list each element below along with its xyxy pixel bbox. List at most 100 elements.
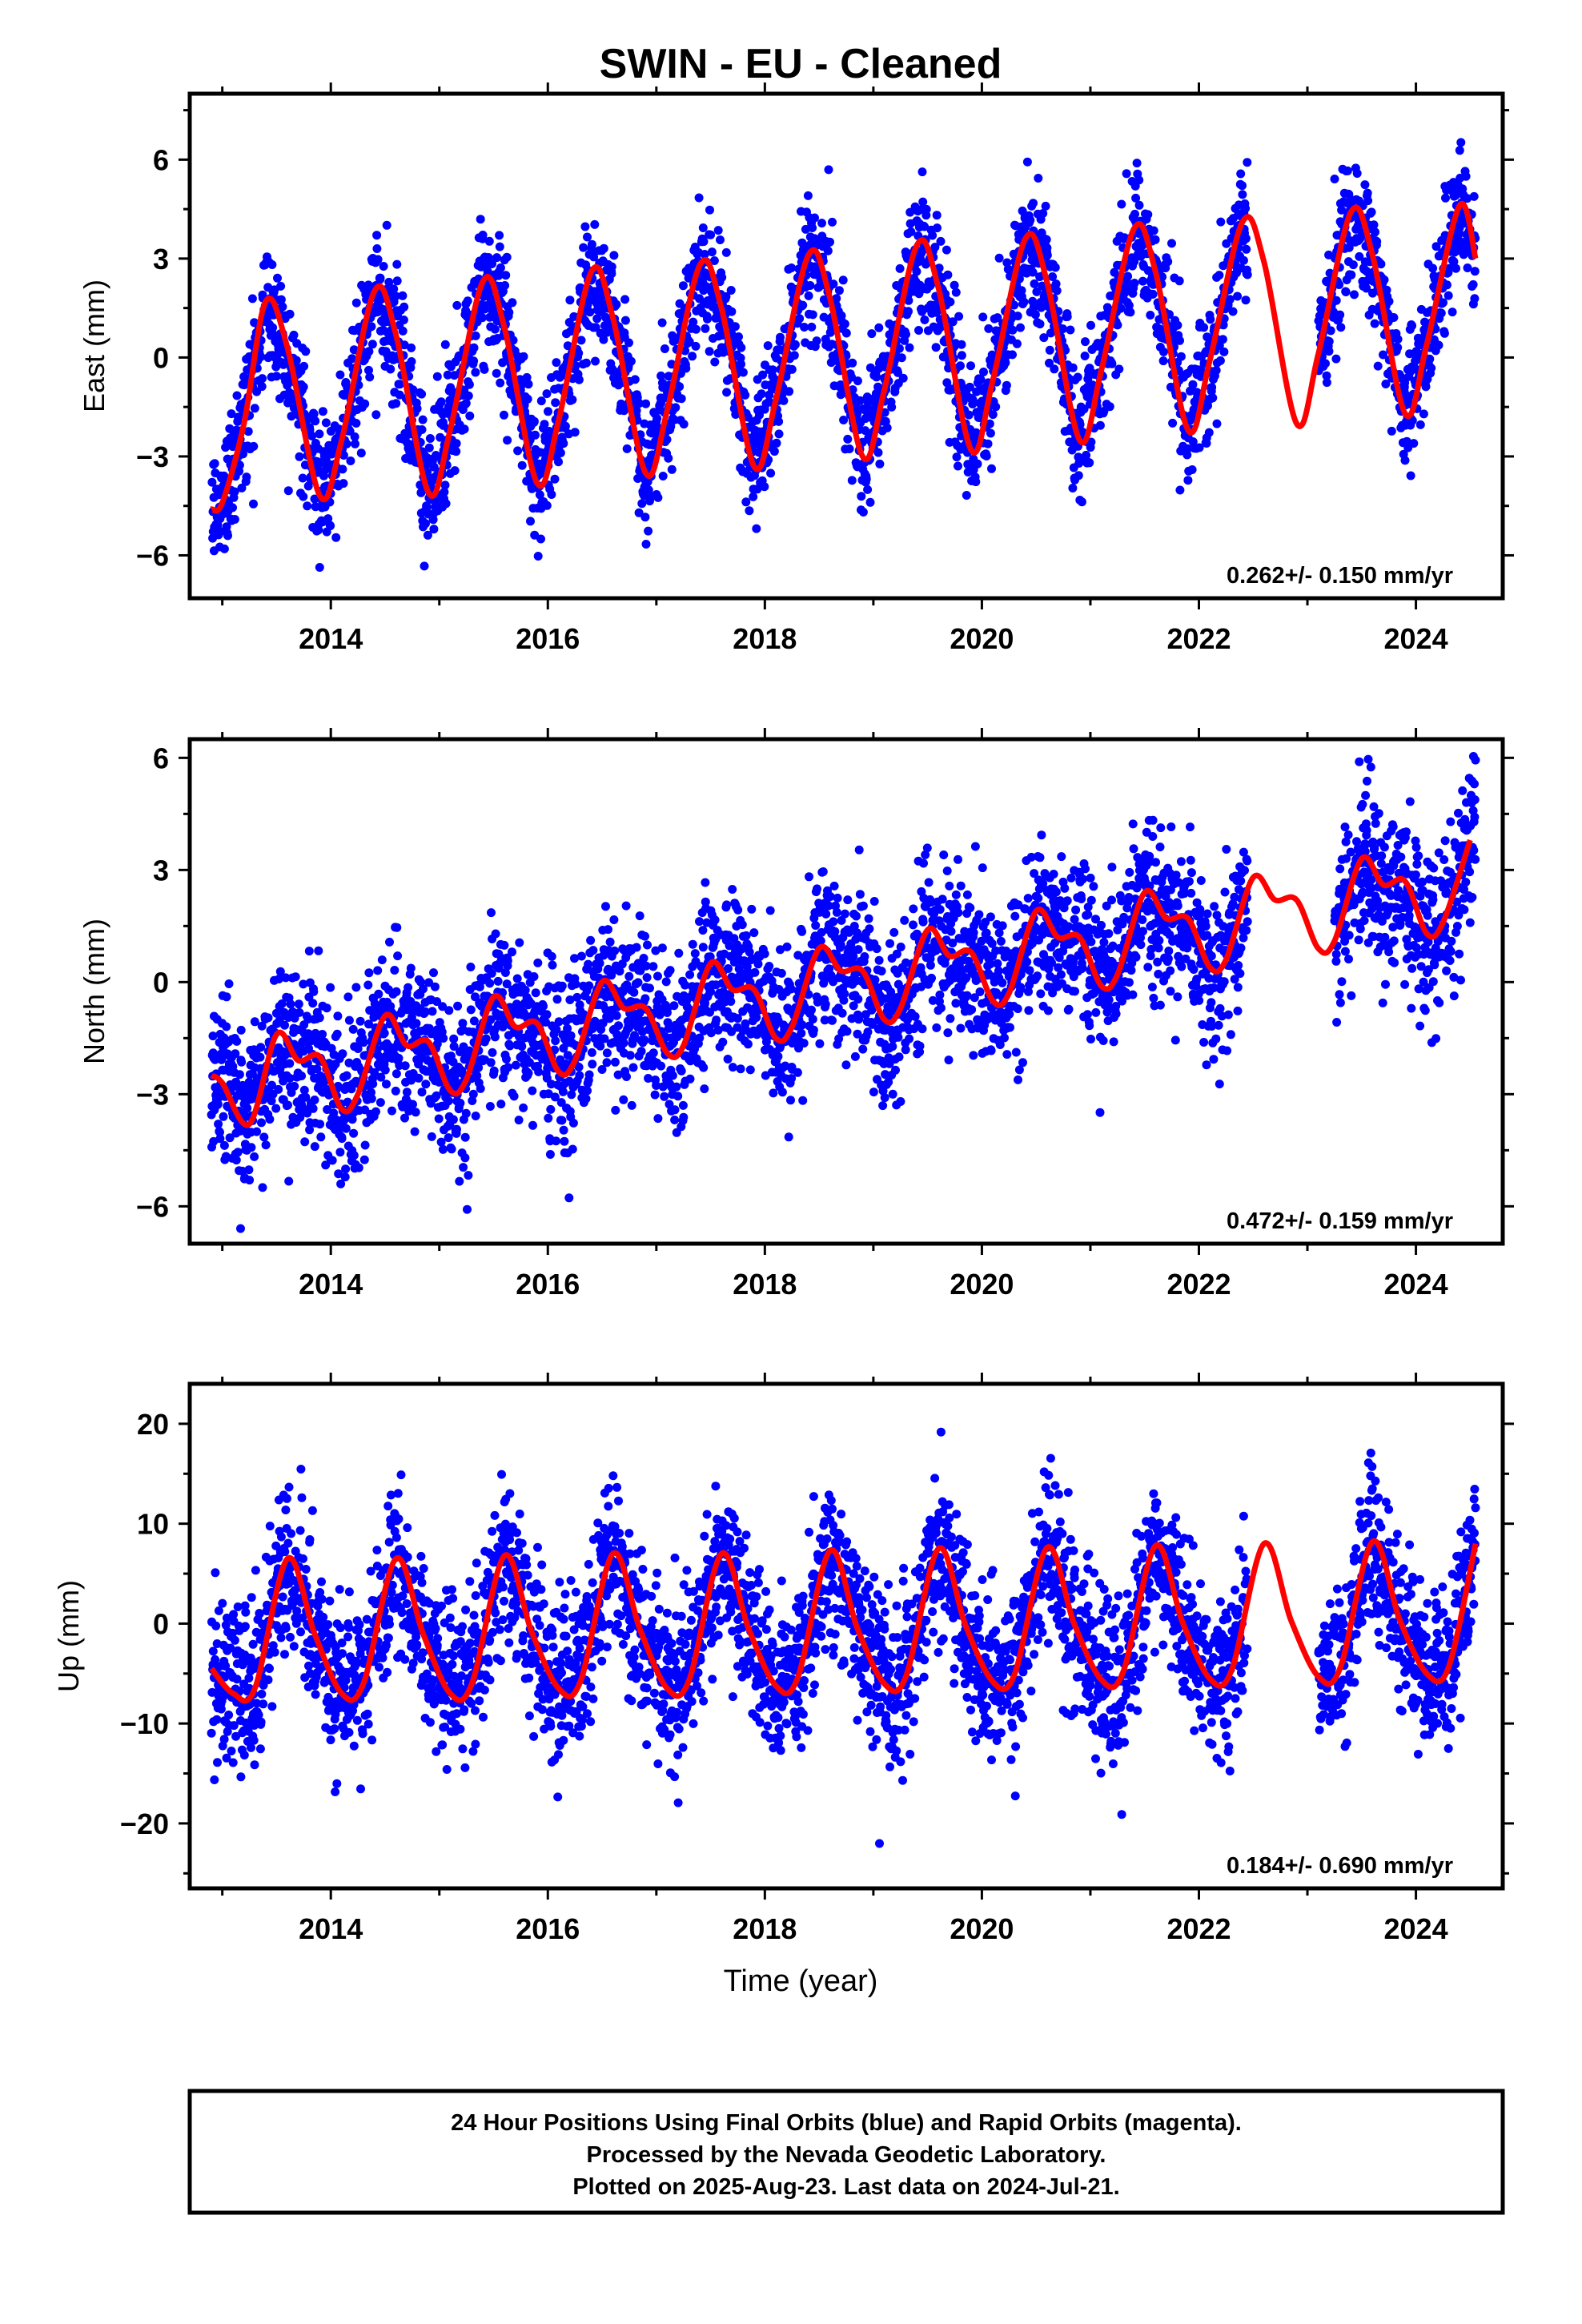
east-point <box>679 420 689 429</box>
east-point <box>1225 295 1235 304</box>
north-point <box>310 1096 319 1104</box>
east-point <box>488 259 497 268</box>
north-point <box>645 983 654 993</box>
east-point <box>727 307 737 316</box>
north-point <box>605 937 615 947</box>
east-point <box>707 247 717 257</box>
east-point <box>287 412 296 421</box>
east-point <box>207 477 217 487</box>
east-point <box>1371 227 1379 237</box>
east-point <box>1470 294 1480 304</box>
north-point <box>377 955 387 965</box>
east-point <box>845 444 854 453</box>
north-point <box>517 1042 527 1051</box>
north-point <box>653 971 662 981</box>
east-point <box>1379 350 1387 360</box>
east-point <box>803 191 813 200</box>
north-point <box>542 1010 552 1019</box>
north-point <box>558 1087 568 1096</box>
north-point <box>219 1140 229 1150</box>
east-point <box>1363 188 1372 198</box>
east-point <box>1037 303 1046 312</box>
east-point <box>895 263 905 273</box>
north-point <box>650 1090 660 1100</box>
east-point <box>338 464 347 474</box>
east-point <box>278 302 287 312</box>
north-point <box>400 1061 410 1071</box>
east-point <box>1001 358 1010 368</box>
east-point <box>276 295 286 304</box>
east-point <box>1066 325 1075 335</box>
east-point <box>1363 196 1373 206</box>
east-point <box>440 480 450 490</box>
east-point <box>1367 207 1376 217</box>
north-point <box>552 1136 560 1146</box>
east-point <box>1173 320 1182 330</box>
north-point <box>444 1133 453 1143</box>
north-point <box>217 1055 227 1064</box>
east-point <box>1436 308 1446 318</box>
east-point <box>1241 203 1251 213</box>
east-point <box>536 396 546 406</box>
north-point <box>669 1001 679 1011</box>
east-point <box>301 347 311 356</box>
east-point <box>641 399 651 408</box>
east-point <box>478 231 488 239</box>
north-point <box>299 1085 309 1095</box>
east-point <box>471 368 480 377</box>
east-point <box>1203 401 1212 411</box>
north-point <box>564 1193 574 1203</box>
east-point <box>559 439 568 448</box>
east-point <box>350 432 359 441</box>
east-point <box>452 447 461 456</box>
north-point <box>414 1073 424 1083</box>
east-point <box>440 340 450 349</box>
north-point <box>244 1165 254 1175</box>
east-point <box>1068 484 1078 493</box>
east-point <box>942 378 952 388</box>
east-point <box>1130 257 1139 267</box>
east-point <box>384 277 394 287</box>
north-point <box>568 1118 578 1128</box>
east-point <box>585 308 595 317</box>
east-point <box>634 508 644 517</box>
east-point <box>930 243 940 252</box>
east-point <box>1183 476 1193 485</box>
east-point <box>1324 336 1334 346</box>
east-point <box>249 441 259 451</box>
north-point <box>411 1108 420 1117</box>
east-point <box>894 344 904 353</box>
east-point <box>230 515 239 524</box>
east-point <box>395 390 404 400</box>
north-point <box>326 983 335 992</box>
north-point <box>548 960 557 970</box>
north-point <box>471 1112 480 1120</box>
east-point <box>986 428 995 438</box>
east-point <box>552 358 561 368</box>
east-point <box>716 235 725 244</box>
east-point <box>763 341 773 351</box>
north-point <box>341 1164 351 1174</box>
east-point <box>626 356 636 366</box>
east-point <box>432 372 442 381</box>
east-point <box>1168 418 1178 428</box>
east-point <box>517 380 527 389</box>
east-point <box>339 451 348 460</box>
east-point <box>1176 352 1186 361</box>
east-point <box>372 231 382 240</box>
east-point <box>551 398 560 408</box>
north-point <box>466 1005 476 1015</box>
east-point <box>1407 321 1417 331</box>
east-point <box>215 527 225 537</box>
east-point <box>1330 175 1339 183</box>
east-point <box>640 513 650 522</box>
north-point <box>614 1021 623 1031</box>
east-point <box>371 410 381 420</box>
east-point <box>637 499 647 509</box>
east-point <box>1159 347 1168 356</box>
east-point <box>620 316 630 325</box>
east-point <box>968 395 978 404</box>
east-point <box>531 430 540 440</box>
east-point <box>391 399 401 408</box>
east-point <box>1331 354 1341 364</box>
